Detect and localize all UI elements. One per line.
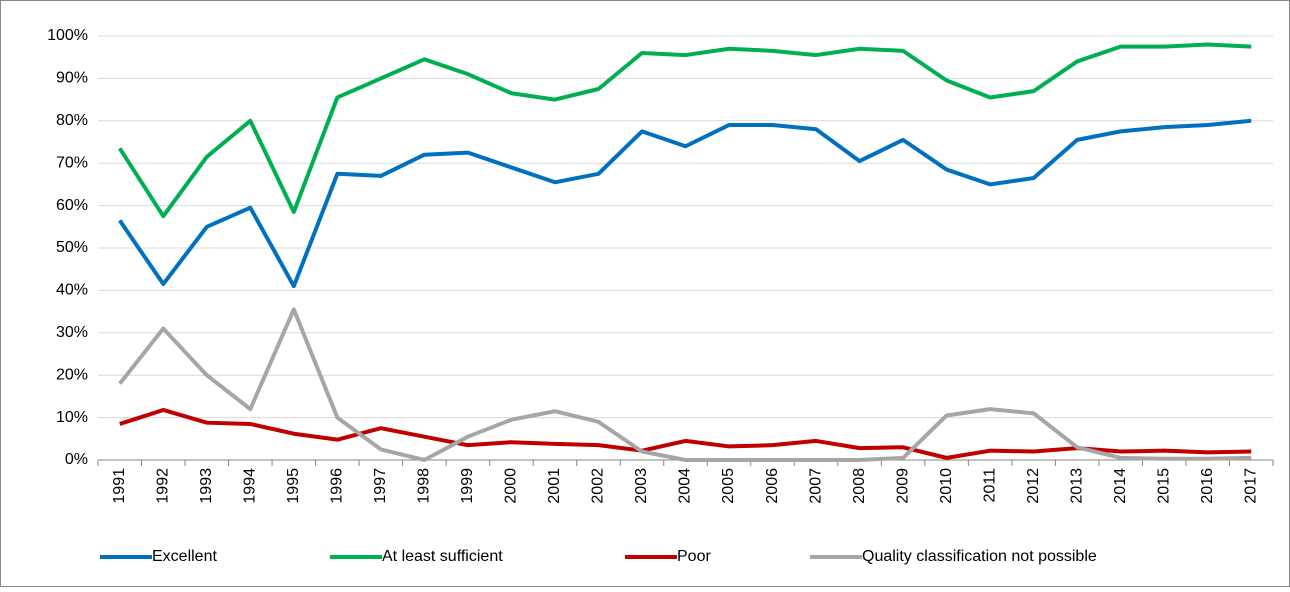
x-tick-label: 2009 (894, 468, 911, 504)
y-tick-label: 60% (56, 197, 88, 214)
x-tick-label: 1994 (242, 468, 259, 504)
legend-label: Poor (677, 548, 711, 565)
x-tick-label: 2010 (938, 468, 955, 504)
y-tick-label: 90% (56, 70, 88, 87)
y-tick-label: 10% (56, 409, 88, 426)
x-tick-label: 2015 (1155, 468, 1172, 504)
x-tick-label: 1999 (459, 468, 476, 504)
y-tick-label: 100% (47, 27, 88, 44)
x-tick-label: 2011 (981, 468, 998, 503)
x-tick-label: 2002 (590, 468, 607, 504)
x-tick-label: 2005 (720, 468, 737, 504)
x-tick-label: 2001 (546, 468, 563, 504)
y-tick-label: 20% (56, 366, 88, 383)
x-tick-label: 2000 (503, 468, 520, 504)
x-tick-label: 1996 (329, 468, 346, 504)
x-tick-label: 2007 (807, 468, 824, 504)
x-tick-label: 1998 (416, 468, 433, 504)
series-line (118, 42, 1252, 219)
y-tick-label: 40% (56, 282, 88, 299)
series-line (118, 118, 1252, 289)
x-tick-label: 1992 (154, 468, 171, 504)
legend-label: Quality classification not possible (862, 548, 1097, 565)
x-tick-label: 2016 (1199, 468, 1216, 504)
x-tick-label: 2012 (1025, 468, 1042, 504)
x-tick-label: 2004 (677, 468, 694, 504)
x-tick-label: 2013 (1068, 468, 1085, 504)
x-tick-label: 2014 (1112, 468, 1129, 504)
x-tick-label: 1997 (372, 468, 389, 504)
x-tick-label: 2006 (764, 468, 781, 504)
y-tick-label: 80% (56, 112, 88, 129)
y-tick-label: 0% (65, 451, 88, 468)
legend-label: At least sufficient (382, 548, 503, 565)
x-tick-label: 1995 (285, 468, 302, 504)
x-tick-label: 1991 (111, 468, 128, 504)
series-line (119, 407, 1252, 460)
legend-label: Excellent (152, 548, 217, 565)
x-tick-label: 2008 (851, 468, 868, 504)
series-line (118, 307, 1252, 462)
x-tick-label: 2017 (1242, 468, 1259, 504)
x-tick-label: 1993 (198, 468, 215, 504)
y-tick-label: 30% (56, 324, 88, 341)
y-tick-label: 70% (56, 154, 88, 171)
x-tick-label: 2003 (633, 468, 650, 504)
y-tick-label: 50% (56, 239, 88, 256)
